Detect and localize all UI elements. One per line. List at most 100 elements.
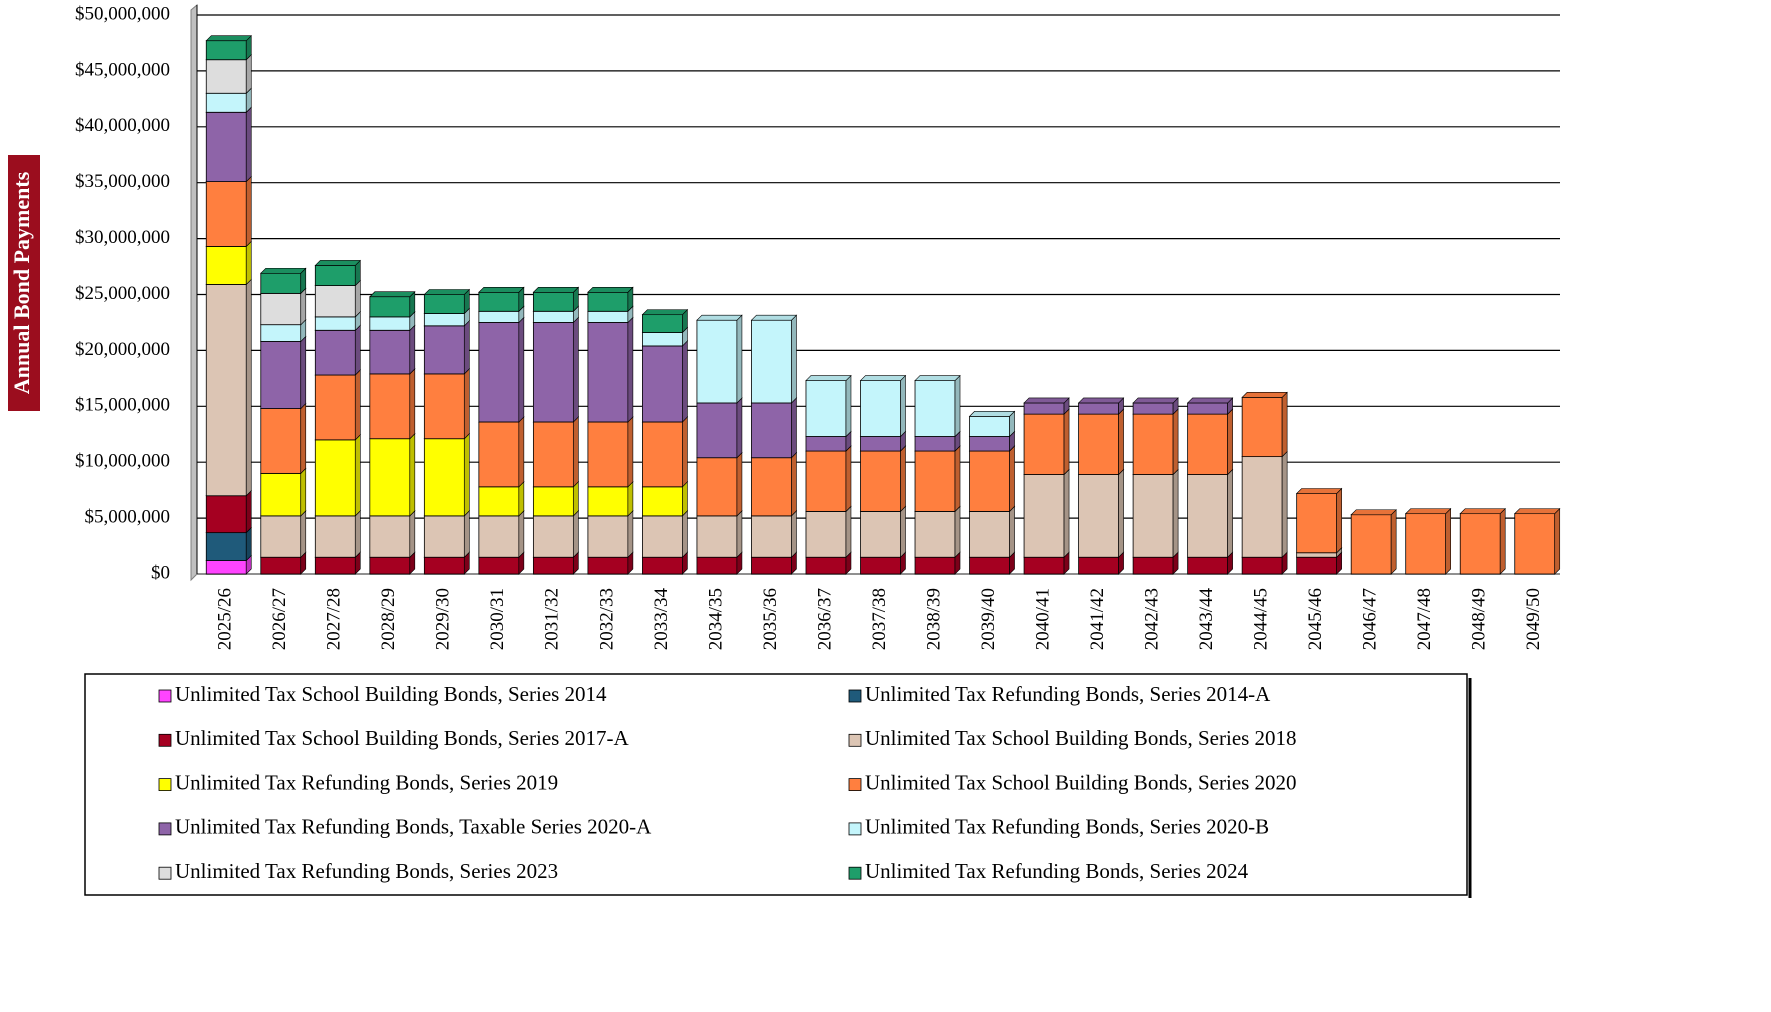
bar-segment [969,510,1010,558]
bar-top [641,309,689,315]
bar-segment [205,284,247,497]
bar-segment [587,515,629,558]
bar-top [1132,397,1179,404]
bar-side [300,467,307,517]
bar-top [1186,397,1234,404]
bar-segment [260,272,302,294]
legend-marker [158,733,172,747]
x-tick-label: 2032/33 [596,588,617,650]
bar-segment [860,556,901,575]
bar-segment [1296,552,1338,558]
bar-segment [860,450,901,512]
legend-label: Unlimited Tax School Building Bonds, Ser… [865,726,1297,750]
bar-segment [751,402,792,459]
bar-side [954,374,961,438]
x-tick-label: 2049/50 [1523,588,1544,650]
bar-side [1063,468,1070,558]
bar-segment [1023,402,1065,415]
x-tick-label: 2031/32 [542,588,563,650]
bar-segment [532,556,574,575]
bar-side [736,510,743,558]
bar-side [245,490,252,534]
legend-label: Unlimited Tax Refunding Bonds, Series 20… [865,859,1249,883]
bar-segment [969,415,1010,437]
legend-label: Unlimited Tax Refunding Bonds, Series 20… [175,770,558,794]
bar-segment [805,556,847,575]
bar-side [409,432,416,517]
bar-segment [1078,413,1119,475]
bar-segment [642,421,683,488]
bar-segment [532,322,574,423]
bar-side [1118,408,1124,476]
bar-segment [369,316,411,331]
bar-segment [1132,402,1174,415]
bar-segment [260,408,302,474]
bar-side [245,53,252,94]
bar-segment [1514,513,1556,575]
bar-segment [260,324,302,342]
bar-segment [205,92,247,113]
bar-segment [587,310,629,323]
legend-box [84,673,1468,896]
bar-side [1118,468,1124,558]
bar-segment [260,472,302,517]
bar-segment [205,111,247,182]
bar-top [805,375,852,381]
bar-segment [1350,514,1392,575]
bar-side [954,445,961,513]
bar-segment [369,329,411,375]
legend-marker [158,866,172,880]
bar-side [518,416,525,488]
bar-segment [532,291,574,312]
bar-segment [369,296,411,318]
bar-segment [423,556,465,575]
bar-side [573,316,579,423]
x-tick-label: 2037/38 [869,588,890,650]
bar-segment [205,532,247,561]
bar-segment [260,292,302,326]
bar-side [1227,408,1233,476]
bar-side [791,510,797,558]
legend-marker [848,778,862,791]
legend-marker [848,822,862,836]
x-tick-label: 2041/42 [1087,588,1108,650]
bar-segment [1296,493,1338,554]
bar-segment [587,291,629,312]
y-tick-label: $15,000,000 [75,395,170,416]
y-tick-label: $0 [151,562,170,583]
bar-segment [642,332,683,347]
bar-segment [642,515,683,558]
bar-side [1172,408,1179,476]
bar-side [682,481,688,517]
bar-segment [1187,556,1229,575]
bar-side [573,510,579,558]
bar-segment [423,515,465,558]
legend-label: Unlimited Tax Refunding Bonds, Series 20… [865,815,1269,839]
legend-label: Unlimited Tax School Building Bonds, Ser… [175,682,607,706]
bar-side [682,416,688,488]
bar-top [260,267,307,274]
bar-segment [205,40,247,61]
x-tick-label: 2033/34 [651,588,672,651]
legend-marker [158,689,172,703]
bar-segment [369,373,411,440]
bar-side [300,335,307,410]
bar-segment [532,310,574,323]
bar-segment [751,556,792,575]
legend-marker [848,733,862,747]
y-tick-label: $20,000,000 [75,339,170,360]
bar-segment [860,380,901,437]
bar-top [696,314,743,321]
bar-side [464,368,470,440]
bar-segment [696,515,738,558]
legend-label: Unlimited Tax Refunding Bonds, Series 20… [175,859,558,883]
bar-segment [314,285,356,318]
bar-segment [423,438,465,517]
bar-segment [805,380,847,437]
bar-side [573,416,579,488]
bar-segment [587,486,629,517]
bar-segment [478,291,520,312]
bar-segment [1241,556,1283,575]
bar-segment [1132,556,1174,575]
